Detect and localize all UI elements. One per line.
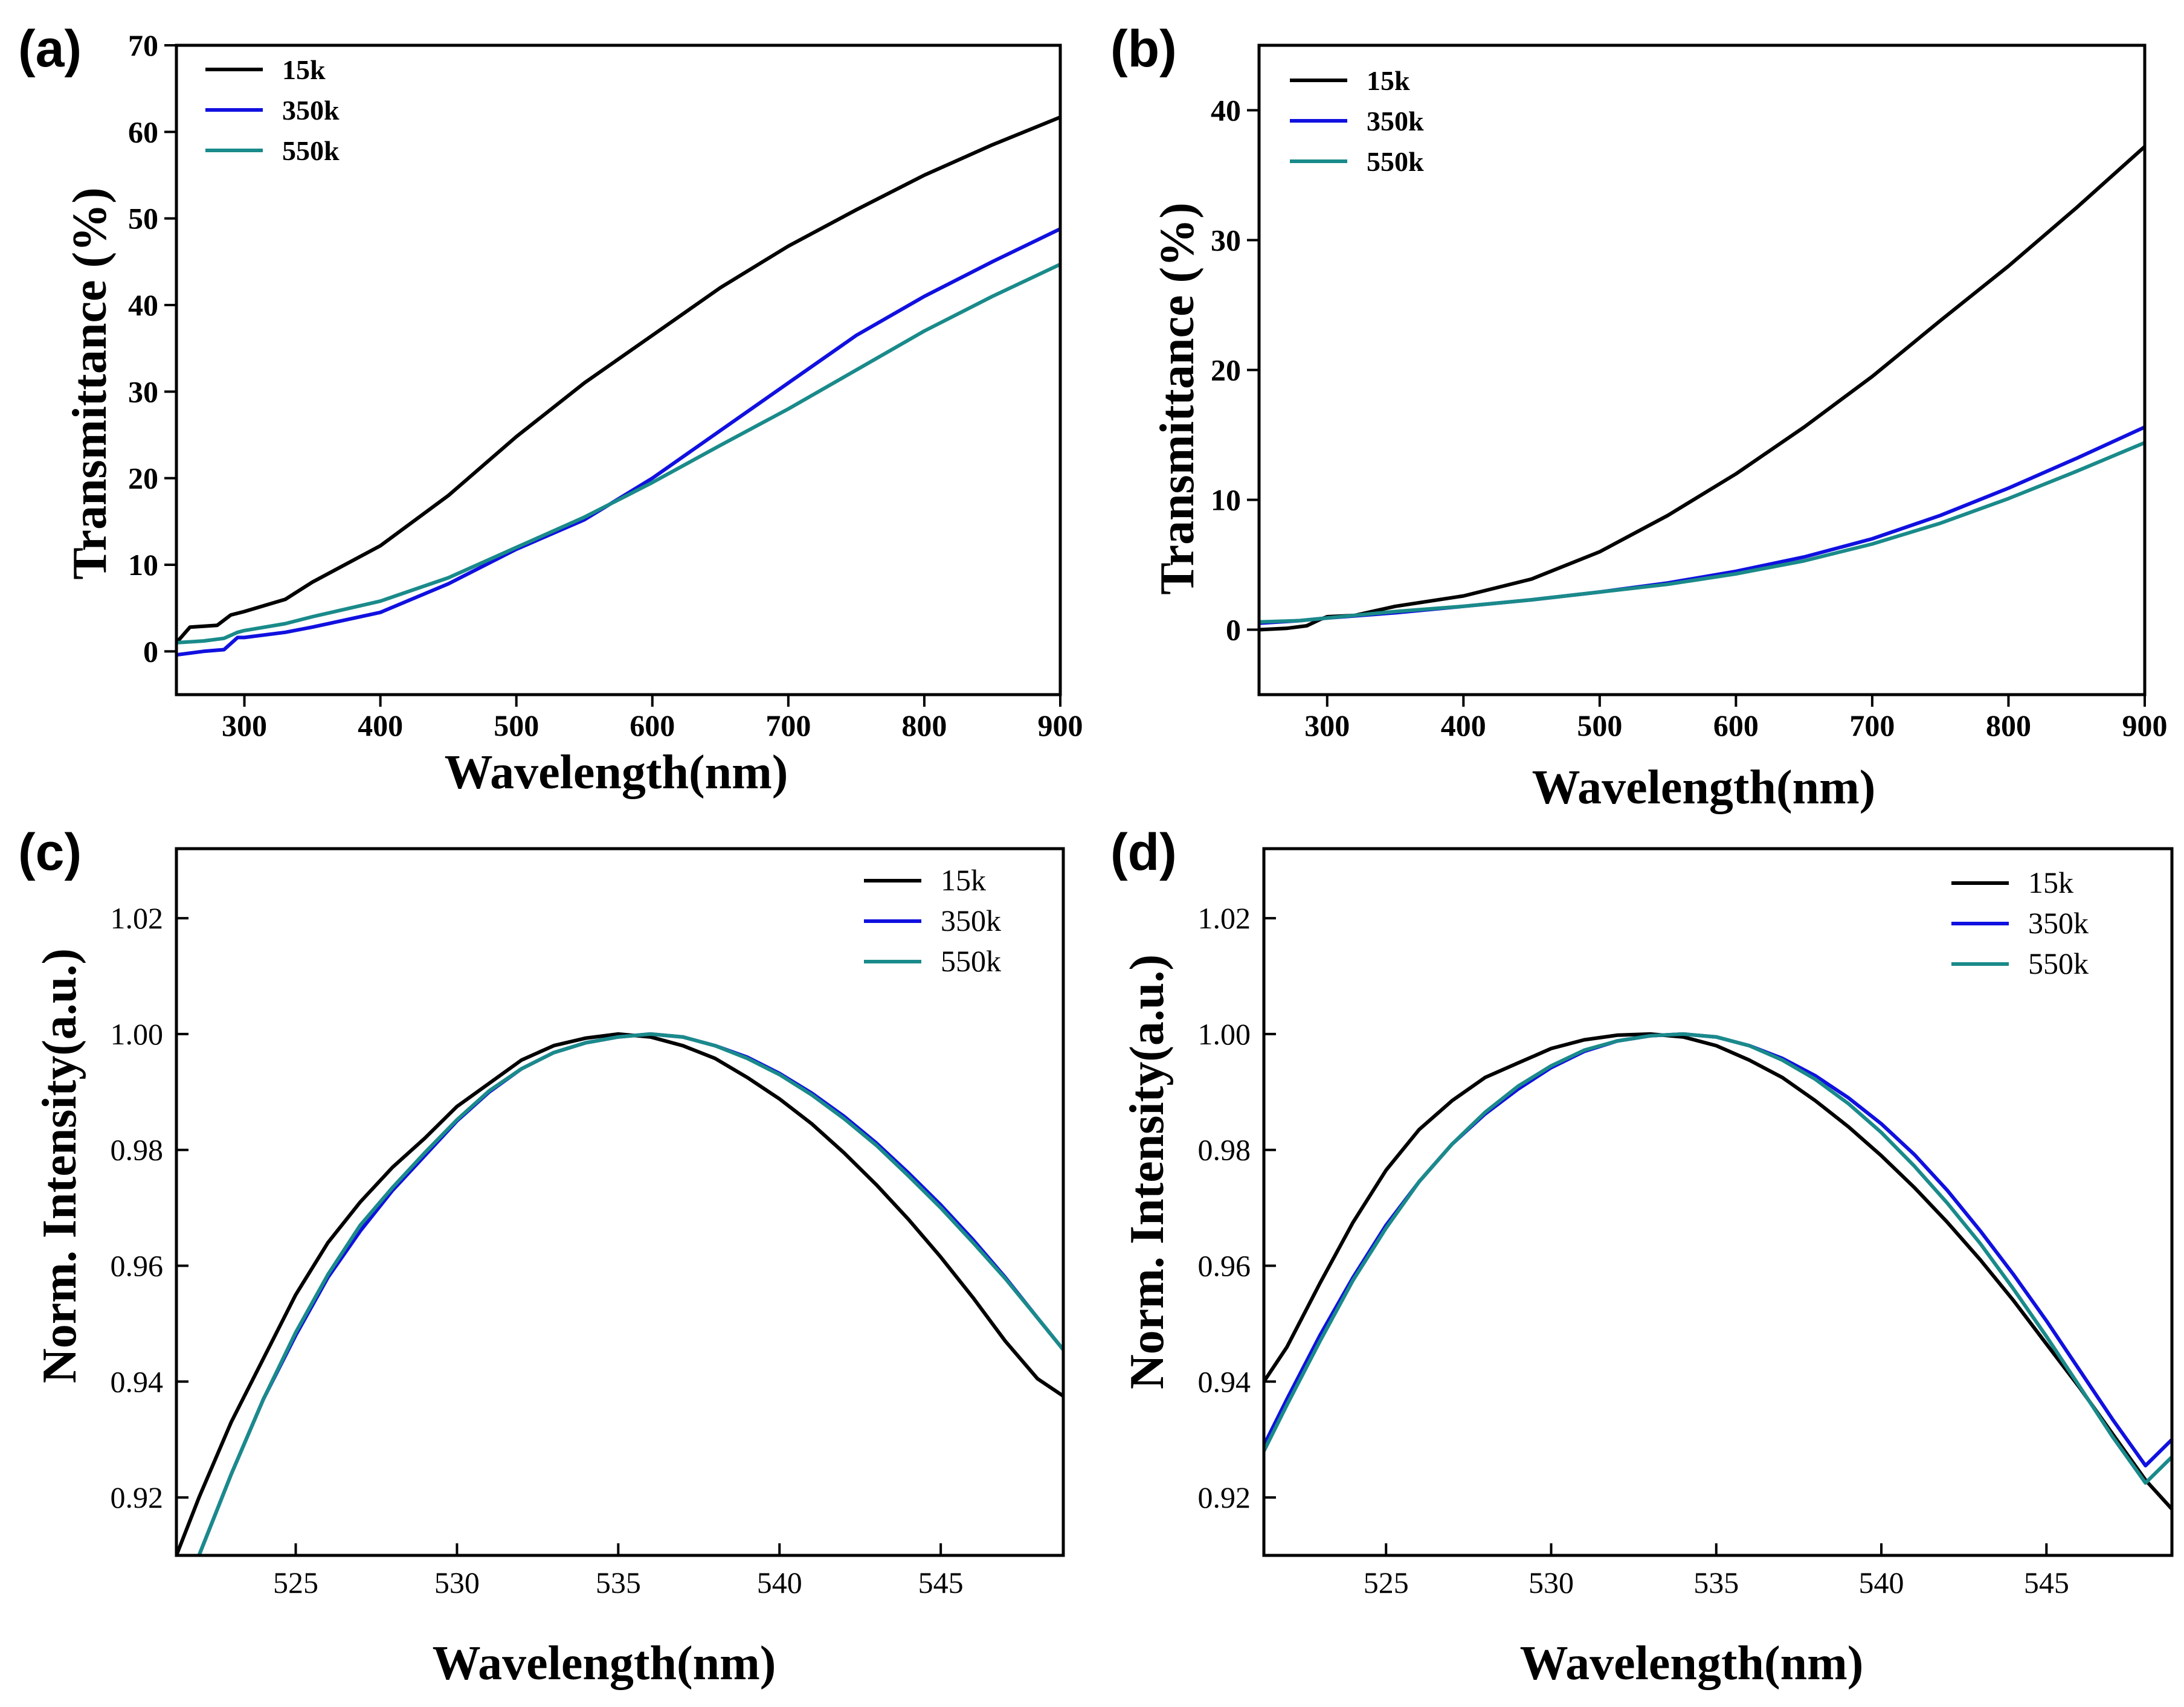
panel-a-series-350k-line <box>176 227 1060 657</box>
panel-d: (d) 525 530 535 540 545 0.92 0.94 0.96 0.98 1.00 1… <box>1110 823 2174 1690</box>
panel-d-legend-label-15k: 15k <box>2028 866 2073 899</box>
panel-d-label: (d) <box>1110 823 1177 881</box>
panel-a-y-tick-label: 60 <box>128 115 158 149</box>
panel-a-series-550k-line <box>176 262 1060 645</box>
panel-a-x-axis-title: Wavelength(nm) <box>445 746 788 799</box>
panel-c-frame <box>175 847 1065 1557</box>
panel-c-y-tick-label: 1.00 <box>111 1017 164 1051</box>
panel-d-x-axis-title: Wavelength(nm) <box>1520 1637 1864 1690</box>
panel-a-legend: 15k 350k 550k <box>205 54 340 166</box>
panel-c-y-axis-title: Norm. Intensity(a.u.) <box>33 948 86 1383</box>
panel-a-x-tick-label: 800 <box>901 709 947 742</box>
panel-b-x-tick-label: 500 <box>1577 709 1622 742</box>
panel-d-y-tick-label: 0.92 <box>1198 1480 1251 1514</box>
panel-b-x-tick-label: 400 <box>1441 709 1486 742</box>
panel-c-y-tick-label: 0.94 <box>111 1365 164 1398</box>
panel-c-x-tick-label: 545 <box>918 1566 964 1599</box>
panel-a-series-15k-line <box>176 115 1060 645</box>
panel-c-y-tick-label: 1.02 <box>111 901 164 935</box>
panel-d-series-550k-line <box>1264 1032 2172 1485</box>
panel-c-label: (c) <box>18 823 82 881</box>
panel-c-x-tick-label: 525 <box>273 1566 318 1599</box>
panel-b-x-tick-label: 600 <box>1713 709 1759 742</box>
panel-c-series-15k-line <box>176 1032 1063 1555</box>
panel-a-y-tick-label: 70 <box>128 28 158 62</box>
panel-a-plot-area: 300 400 500 600 700 800 900 0 10 20 30 40 50 60 70 15k 3… <box>128 28 1083 742</box>
panel-c-series-550k-line <box>197 1032 1063 1555</box>
panel-c: (c) 525 530 535 540 545 0.92 0.94 0.96 0.98 1.00 1… <box>18 823 1065 1690</box>
panel-a-legend-label-350k: 350k <box>282 95 340 126</box>
panel-a-legend-label-15k: 15k <box>282 54 326 85</box>
panel-d-y-tick-label: 0.96 <box>1198 1249 1251 1282</box>
panel-a-x-tick-label: 300 <box>222 709 267 742</box>
panel-d-series-15k-line <box>1264 1032 2172 1511</box>
panel-d-x-tick-label: 530 <box>1528 1566 1574 1599</box>
panel-a-y-tick-label: 20 <box>128 461 158 495</box>
panel-d-y-tick-label: 0.98 <box>1198 1133 1251 1167</box>
panel-d-legend: 15k 350k 550k <box>1951 866 2089 980</box>
panel-a-x-tick-label: 900 <box>1038 709 1083 742</box>
panel-a-x-tick-label: 500 <box>494 709 539 742</box>
panel-a-y-axis-title: Transmittance (%) <box>63 187 117 580</box>
panel-d-legend-label-350k: 350k <box>2028 906 2089 940</box>
panel-b-y-tick-label: 10 <box>1211 483 1241 517</box>
panel-a-x-tick-label: 600 <box>630 709 675 742</box>
panel-b-y-tick-label: 40 <box>1211 94 1241 127</box>
panel-c-legend-label-15k: 15k <box>941 863 986 897</box>
panel-c-legend: 15k 350k 550k <box>864 863 1001 978</box>
panel-d-x-tick-label: 545 <box>2024 1566 2069 1599</box>
panel-a-y-tick-label: 10 <box>128 548 158 582</box>
panel-a-legend-label-550k: 550k <box>282 135 340 166</box>
panel-b-x-axis-title: Wavelength(nm) <box>1532 761 1876 814</box>
panel-b-x-tick-label: 700 <box>1849 709 1895 742</box>
panel-b-legend-label-550k: 550k <box>1367 146 1424 177</box>
panel-b-x-tick-label: 300 <box>1304 709 1350 742</box>
panel-a-y-tick-label: 40 <box>128 288 158 322</box>
panel-b-label: (b) <box>1110 20 1177 78</box>
panel-b-x-tick-label: 900 <box>2122 709 2168 742</box>
panel-b-legend: 15k 350k 550k <box>1290 65 1424 177</box>
panel-c-x-tick-label: 540 <box>757 1566 802 1599</box>
panel-a-label: (a) <box>18 20 82 78</box>
panel-c-legend-label-550k: 550k <box>941 944 1001 978</box>
panel-a-frame <box>175 43 1062 696</box>
panel-d-x-tick-label: 525 <box>1364 1566 1409 1599</box>
panel-b-plot-area: 300 400 500 600 700 800 900 0 10 20 30 40 15k 350k 550… <box>1211 43 2168 742</box>
panel-b-y-tick-label: 30 <box>1211 223 1241 257</box>
panel-b-legend-label-15k: 15k <box>1367 65 1410 96</box>
panel-c-x-tick-label: 530 <box>434 1566 480 1599</box>
panel-c-x-tick-label: 535 <box>596 1566 641 1599</box>
panel-a-y-tick-label: 50 <box>128 202 158 236</box>
panel-d-legend-label-550k: 550k <box>2028 947 2089 980</box>
panel-d-x-tick-label: 535 <box>1693 1566 1739 1599</box>
panel-d-frame <box>1262 847 2174 1557</box>
panel-d-plot-area: 525 530 535 540 545 0.92 0.94 0.96 0.98 1.00 1.02 1… <box>1198 847 2174 1599</box>
panel-c-x-axis-title: Wavelength(nm) <box>433 1637 776 1690</box>
panel-c-y-tick-label: 0.96 <box>111 1249 164 1282</box>
panel-c-y-tick-label: 0.98 <box>111 1133 164 1167</box>
panel-a-x-tick-label: 700 <box>765 709 811 742</box>
panel-a-y-tick-label: 0 <box>143 634 158 668</box>
panel-d-x-tick-label: 540 <box>1859 1566 1904 1599</box>
panel-b-legend-label-350k: 350k <box>1367 106 1424 137</box>
panel-a-y-tick-label: 30 <box>128 375 158 408</box>
panel-d-y-tick-label: 1.00 <box>1198 1017 1251 1051</box>
panel-d-y-axis-title: Norm. Intensity(a.u.) <box>1121 954 1174 1389</box>
panel-b-y-axis-title: Transmittance (%) <box>1151 202 1204 595</box>
panel-b-y-tick-label: 20 <box>1211 353 1241 387</box>
panel-b: (b) 300 400 500 600 700 800 900 0 10 20 30 40 15k 350… <box>1110 20 2168 814</box>
panel-b-series-550k-line <box>1259 440 2145 624</box>
panel-a: (a) 300 400 500 600 700 800 900 0 10 20 30 40 50 60 70… <box>18 20 1083 799</box>
panel-b-y-tick-label: 0 <box>1226 613 1241 647</box>
panel-d-y-tick-label: 1.02 <box>1198 901 1251 935</box>
panel-c-y-tick-label: 0.92 <box>111 1480 164 1514</box>
panel-c-legend-label-350k: 350k <box>941 904 1001 937</box>
panel-d-y-tick-label: 0.94 <box>1198 1365 1251 1398</box>
panel-b-x-tick-label: 800 <box>1986 709 2031 742</box>
panel-a-x-tick-label: 400 <box>358 709 403 742</box>
panel-c-plot-area: 525 530 535 540 545 0.92 0.94 0.96 0.98 1.00 1.02 1… <box>111 847 1065 1599</box>
